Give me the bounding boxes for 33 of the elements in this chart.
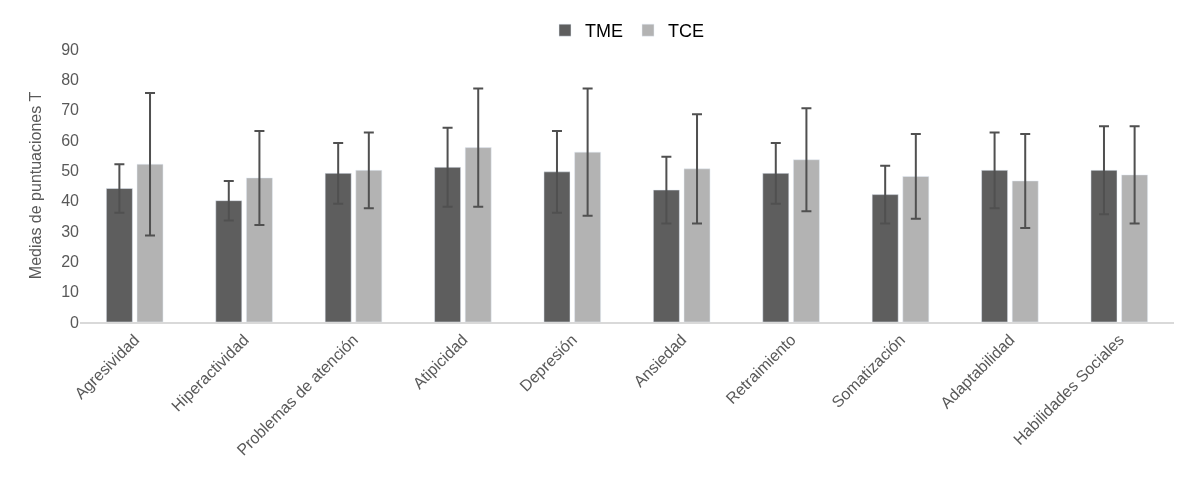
bar xyxy=(653,189,680,322)
y-tick-label: 30 xyxy=(61,222,80,240)
bar xyxy=(215,200,243,322)
bar xyxy=(683,168,711,322)
y-tick-label: 40 xyxy=(61,192,80,210)
bar xyxy=(106,188,133,322)
bar xyxy=(871,194,899,322)
y-tick-label: 10 xyxy=(61,283,80,301)
bar xyxy=(762,173,790,322)
bar xyxy=(136,164,164,322)
legend-label: TCE xyxy=(668,21,704,42)
bar xyxy=(246,177,273,322)
bar xyxy=(1090,170,1118,322)
y-tick-label: 0 xyxy=(70,313,80,331)
y-tick-label: 20 xyxy=(61,252,80,270)
y-tick-label: 50 xyxy=(61,161,80,179)
bar xyxy=(543,171,571,322)
bar xyxy=(464,147,492,322)
y-tick-label: 80 xyxy=(61,70,80,88)
bar xyxy=(793,159,820,322)
bar xyxy=(324,173,352,322)
legend-label: TME xyxy=(585,21,623,42)
y-tick-label: 70 xyxy=(61,101,80,119)
y-tick-label: 60 xyxy=(61,131,80,149)
bar xyxy=(1011,180,1039,322)
y-axis-title: Medias de puntuaciones T xyxy=(27,91,45,280)
bar xyxy=(1121,174,1148,322)
y-tick-label: 90 xyxy=(61,40,80,58)
bar xyxy=(902,176,930,322)
bar xyxy=(434,167,461,322)
bar xyxy=(981,170,1008,322)
bar xyxy=(574,151,601,322)
bar xyxy=(355,170,383,322)
